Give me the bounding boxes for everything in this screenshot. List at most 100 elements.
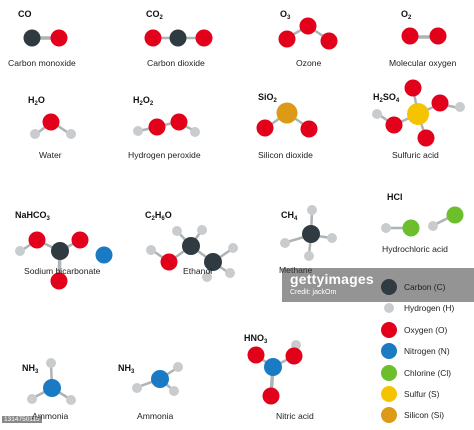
bond (58, 238, 82, 253)
oxygen-atom (42, 113, 60, 131)
formula-text: SO (382, 92, 396, 102)
co-model (23, 29, 68, 47)
hydrogen-atom (133, 126, 143, 136)
hydrogen-atom (291, 340, 301, 350)
h2so4-model (372, 79, 465, 147)
formula-sub: 2 (379, 98, 383, 104)
legend-item-oxygen: Oxygen (O) (381, 320, 471, 341)
nahco3-model (15, 231, 113, 290)
name-co: Carbon monoxide (8, 58, 76, 68)
formula-text: SiO (258, 92, 274, 102)
h2o2-model (133, 113, 200, 137)
name-o3: Ozone (296, 58, 322, 68)
formula-o2: O2 (401, 9, 411, 21)
legend-item-silicon: Silicon (Si) (381, 405, 471, 426)
formula-nahco3: NaHCO3 (15, 210, 50, 222)
hydrogen-atom (169, 386, 179, 396)
bond (137, 125, 158, 133)
oxygen-atom (385, 116, 403, 134)
formula-text: C (145, 210, 152, 220)
legend-label: Silicon (Si) (404, 410, 445, 421)
formula-text: H (133, 95, 140, 105)
bond (309, 233, 333, 240)
bond (411, 86, 420, 116)
hydrogen-atom (327, 233, 337, 243)
oxygen-atom (71, 231, 89, 249)
carbon-atom (302, 225, 320, 243)
bond (50, 386, 72, 401)
oxygen-atom (320, 32, 338, 50)
bond (50, 120, 72, 136)
formula-text: HCl (387, 192, 403, 202)
legend-item-hydrogen: Hydrogen (H) (381, 298, 471, 319)
formula-text: H (28, 95, 35, 105)
bond (175, 120, 197, 133)
name-nh3a: Ammonia (32, 411, 69, 421)
name-hno3: Nitric acid (276, 411, 314, 421)
name-nh3b: Ammonia (137, 411, 174, 421)
formula-text: NH (22, 363, 35, 373)
legend-label: Oxygen (O) (404, 324, 448, 335)
nitrogen-atom (264, 358, 282, 376)
formula-sub: 2 (159, 15, 163, 21)
hydrogen-atom (197, 225, 207, 235)
hcl-model (381, 206, 464, 237)
silicon-atom (276, 102, 298, 124)
bond (432, 213, 456, 227)
oxygen-atom (417, 129, 435, 147)
formula-text: CO (18, 9, 32, 19)
bond (292, 344, 298, 358)
formula-sub: 3 (35, 369, 39, 375)
oxygen-atom (401, 27, 419, 45)
oxygen-atom (247, 346, 265, 364)
h2o-model (30, 113, 76, 139)
formula-sub: 2 (273, 98, 277, 104)
oxygen-atom (170, 113, 188, 131)
bond (416, 112, 428, 140)
hydrogen-atom (146, 245, 156, 255)
bond (285, 233, 313, 244)
formula-text: NH (118, 363, 131, 373)
oxygen-atom (160, 253, 178, 271)
sulfur-swatch-icon (381, 385, 397, 402)
formula-h2o: H2O (28, 95, 45, 107)
hno3-model (247, 340, 303, 405)
oxygen-atom (148, 118, 166, 136)
oxygen-atom (429, 27, 447, 45)
name-nahco3: Sodium bicarbonate (24, 266, 101, 276)
bond (211, 247, 234, 264)
name-co2: Carbon dioxide (147, 58, 205, 68)
bond (150, 248, 171, 264)
oxygen-atom (195, 29, 213, 47)
oxygen-atom (431, 94, 449, 112)
co2-model (144, 29, 213, 47)
nitrogen-atom (151, 370, 169, 388)
nh3b-model (132, 362, 183, 396)
formula-sub: 3 (131, 369, 135, 375)
legend-label: Carbon (C) (404, 282, 446, 292)
bond (211, 260, 231, 275)
double-bond (269, 365, 275, 397)
formula-sub: 3 (264, 339, 268, 345)
formula-sub: 3 (287, 15, 291, 21)
chlorine-atom (402, 219, 420, 237)
bond (31, 386, 54, 400)
name-o2: Molecular oxygen (389, 58, 457, 68)
hydrogen-swatch-icon (384, 303, 394, 314)
formula-sub: 6 (161, 216, 165, 222)
formula-text: CH (281, 210, 294, 220)
bond (189, 229, 203, 248)
legend-item-sulfur: Sulfur (S) (381, 384, 471, 405)
nitrogen-swatch-icon (381, 343, 397, 360)
name-ethanol: Ethanol (183, 266, 213, 276)
bond (158, 377, 175, 392)
formula-co: CO (18, 9, 32, 19)
bond (416, 102, 442, 116)
formula-h2o2: H2O2 (133, 95, 153, 107)
bond (307, 233, 313, 257)
legend-label: Sulfur (S) (404, 388, 440, 399)
oxygen-swatch-icon (381, 321, 397, 338)
hydrogen-atom (381, 223, 391, 233)
bond (392, 112, 420, 127)
legend-label: Hydrogen (H) (404, 303, 455, 314)
